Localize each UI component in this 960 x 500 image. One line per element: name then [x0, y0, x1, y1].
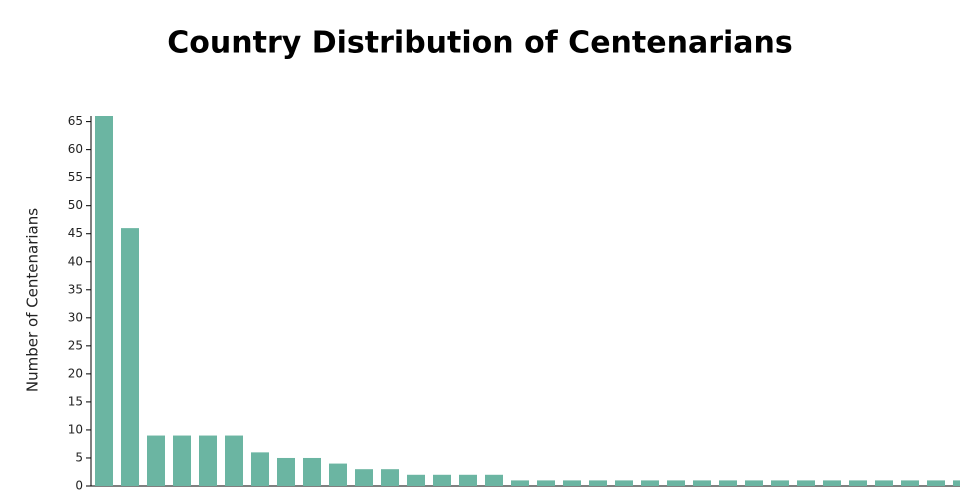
bar [901, 480, 919, 486]
y-tick-label: 35 [68, 282, 83, 296]
chart-title: Country Distribution of Centenarians [167, 26, 792, 61]
bar [927, 480, 945, 486]
bar [355, 469, 373, 486]
y-tick-label: 0 [75, 479, 83, 493]
y-tick-label: 15 [68, 394, 83, 408]
bar [225, 435, 243, 486]
bar [485, 474, 503, 486]
bar [329, 463, 347, 486]
bar [563, 480, 581, 486]
y-tick-label: 20 [68, 366, 83, 380]
bar [199, 435, 217, 486]
bar [823, 480, 841, 486]
y-tick-label: 45 [68, 226, 83, 240]
bar [381, 469, 399, 486]
bar [407, 474, 425, 486]
bar [875, 480, 893, 486]
bar [433, 474, 451, 486]
bar [771, 480, 789, 486]
bar [641, 480, 659, 486]
bar [511, 480, 529, 486]
bar [615, 480, 633, 486]
y-tick-label: 30 [68, 310, 83, 324]
bar [953, 480, 960, 486]
bar [147, 435, 165, 486]
y-tick-label: 40 [68, 254, 83, 268]
bar [251, 452, 269, 486]
bar [121, 228, 139, 486]
bar [277, 457, 295, 486]
y-tick-label: 25 [68, 338, 83, 352]
bar [667, 480, 685, 486]
bar [797, 480, 815, 486]
y-tick-label: 5 [75, 450, 83, 464]
bar [173, 435, 191, 486]
bar [589, 480, 607, 486]
bar [719, 480, 737, 486]
bar [745, 480, 763, 486]
y-tick-label: 65 [68, 114, 83, 128]
bar [459, 474, 477, 486]
y-axis-title: Number of Centenarians [24, 208, 42, 392]
bar [303, 457, 321, 486]
bar [95, 116, 113, 486]
y-tick-label: 60 [68, 142, 83, 156]
bar [693, 480, 711, 486]
y-tick-label: 10 [68, 422, 83, 436]
y-tick-label: 50 [68, 198, 83, 212]
y-tick-label: 55 [68, 170, 83, 184]
bar [849, 480, 867, 486]
bar [537, 480, 555, 486]
